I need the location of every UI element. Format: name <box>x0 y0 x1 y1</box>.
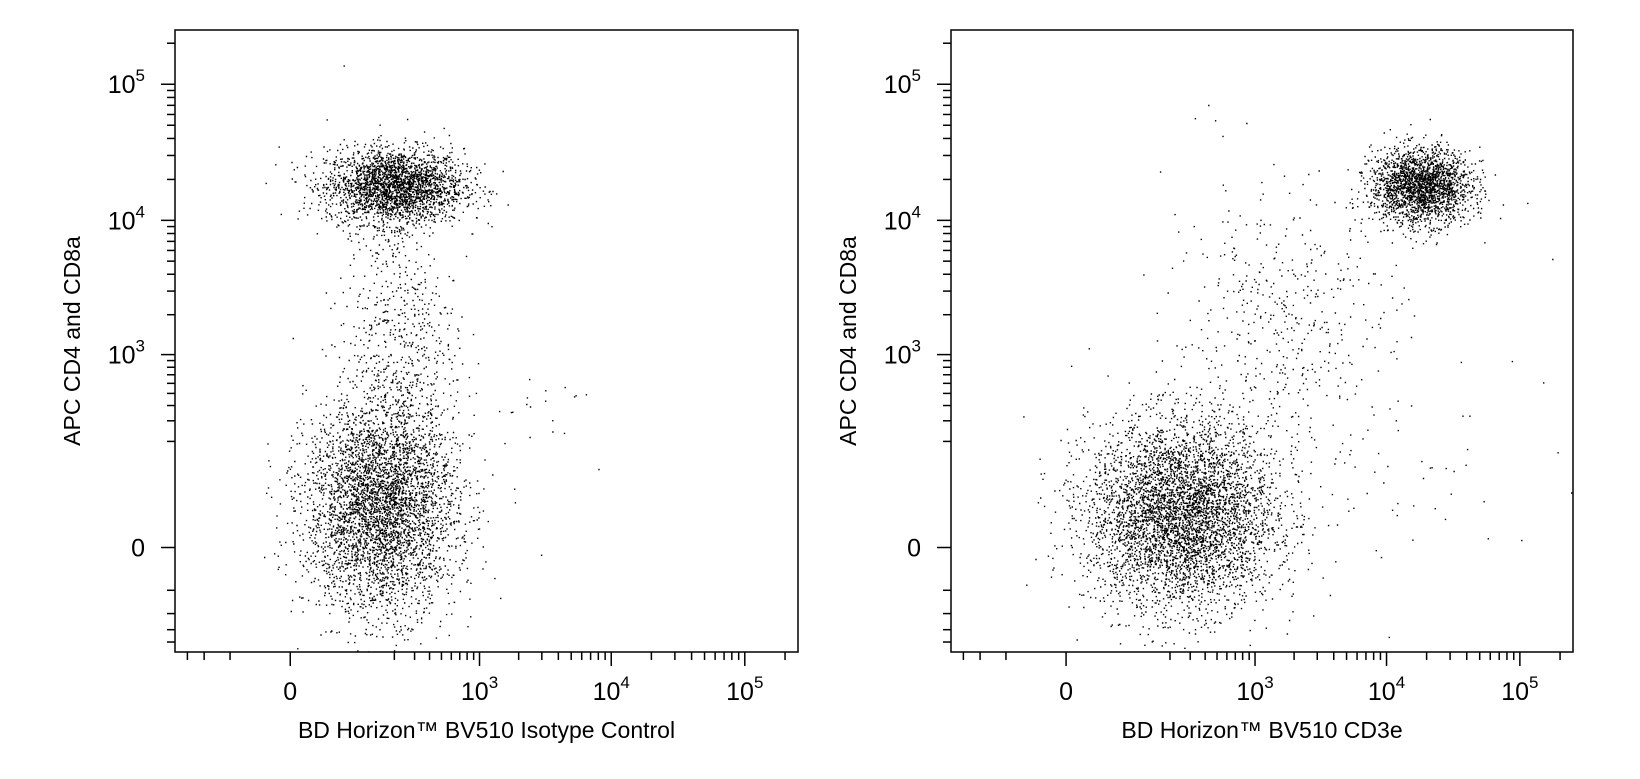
x-tick-label: 104 <box>1368 673 1405 706</box>
x-tick-label: 0 <box>283 678 297 706</box>
event-dots <box>1023 104 1573 652</box>
x-tick-label: 103 <box>1236 673 1273 706</box>
y-ticks <box>161 42 175 643</box>
x-ticks <box>186 652 786 666</box>
y-tick-label: 103 <box>884 337 921 370</box>
y-tick-label: 105 <box>108 66 145 99</box>
x-tick-label: 105 <box>726 673 763 706</box>
event-points <box>264 280 543 652</box>
event-dots <box>264 65 600 652</box>
event-points <box>498 378 600 471</box>
event-points <box>1023 314 1383 652</box>
y-tick-label: 0 <box>907 535 921 563</box>
x-ticks <box>962 652 1561 666</box>
population-2 <box>1023 314 1383 652</box>
y-ticks <box>937 42 951 643</box>
y-tick-label: 105 <box>884 66 921 99</box>
plot-frame <box>950 29 1574 653</box>
population-1 <box>265 118 509 263</box>
event-points <box>265 118 509 263</box>
plot-frame <box>174 29 799 653</box>
population-2 <box>264 280 543 652</box>
x-tick-label: 103 <box>461 673 498 706</box>
x-tick-label: 104 <box>593 673 630 706</box>
population-4 <box>1174 165 1573 639</box>
population-4 <box>498 378 600 471</box>
y-tick-label: 103 <box>108 337 145 370</box>
event-points <box>1174 165 1573 639</box>
x-tick-label: 105 <box>1501 673 1538 706</box>
event-points <box>1347 118 1529 249</box>
x-tick-label: 0 <box>1059 678 1073 706</box>
x-axis-label: BD Horizon™ BV510 Isotype Control <box>298 717 675 743</box>
y-tick-label: 104 <box>884 202 921 235</box>
y-axis-label: APC CD4 and CD8a <box>59 236 85 446</box>
panel-1: 0 103 104 105 0 103 104 105 BD Horizon™ BV510 Is… <box>59 29 799 743</box>
y-tick-label: 0 <box>131 535 145 563</box>
population-1 <box>1347 118 1529 249</box>
y-axis-label: APC CD4 and CD8a <box>835 236 861 446</box>
y-tick-label: 104 <box>108 202 145 235</box>
x-axis-label: BD Horizon™ BV510 CD3e <box>1121 717 1402 743</box>
panel-2: 0 103 104 105 0 103 104 105 BD Horizon™ BV510 CD… <box>835 29 1574 743</box>
